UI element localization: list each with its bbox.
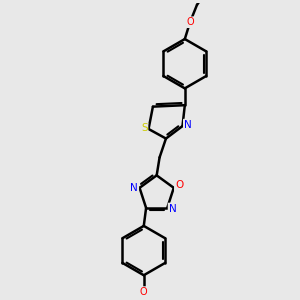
- Text: O: O: [175, 181, 183, 190]
- Text: N: N: [130, 183, 138, 194]
- Text: O: O: [187, 17, 194, 27]
- Text: S: S: [141, 123, 148, 134]
- Text: N: N: [184, 120, 192, 130]
- Text: N: N: [169, 203, 176, 214]
- Text: O: O: [140, 287, 147, 297]
